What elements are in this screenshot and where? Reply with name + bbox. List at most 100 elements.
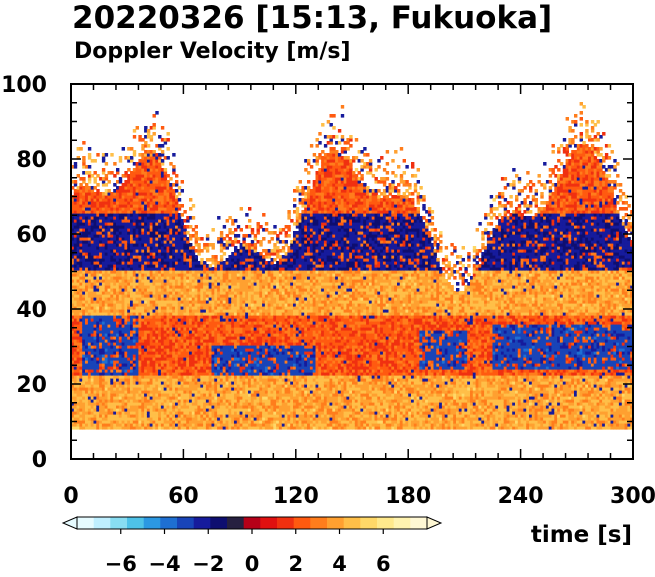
heatmap-cell: [152, 237, 156, 241]
heatmap-cell: [169, 390, 173, 394]
heatmap-cell: [138, 288, 142, 292]
heatmap-cell: [130, 243, 134, 247]
heatmap-cell: [73, 354, 78, 358]
heatmap-cell: [79, 237, 83, 241]
heatmap-cell: [242, 381, 246, 385]
heatmap-cell: [177, 282, 182, 286]
heatmap-cell: [177, 342, 182, 346]
heatmap-cell: [124, 303, 128, 307]
heatmap-cell: [239, 366, 243, 370]
heatmap-cell: [144, 348, 148, 352]
heatmap-cell: [228, 384, 232, 388]
heatmap-cell: [121, 312, 125, 316]
heatmap-cell: [152, 318, 156, 322]
heatmap-cell: [146, 249, 151, 253]
heatmap-cell: [234, 354, 238, 358]
heatmap-cell: [172, 294, 176, 298]
heatmap-cell: [113, 426, 117, 430]
heatmap-cell: [214, 291, 218, 295]
heatmap-cell: [158, 174, 162, 178]
heatmap-cell: [104, 288, 109, 292]
heatmap-cell: [200, 420, 204, 424]
heatmap-cell: [194, 258, 198, 262]
heatmap-cell: [138, 354, 142, 358]
heatmap-cell: [144, 396, 148, 400]
heatmap-cell: [172, 357, 176, 361]
heatmap-cell: [231, 393, 235, 397]
heatmap-cell: [124, 270, 128, 274]
heatmap-cell: [186, 381, 190, 385]
heatmap-cell: [107, 405, 111, 409]
heatmap-cell: [155, 261, 159, 265]
heatmap-cell: [228, 273, 232, 277]
heatmap-cell: [177, 255, 182, 259]
heatmap-cell: [234, 411, 238, 415]
heatmap-cell: [85, 171, 89, 175]
heatmap-cell: [203, 384, 207, 388]
heatmap-cell: [219, 396, 224, 400]
heatmap-cell: [160, 186, 165, 190]
heatmap-cell: [138, 363, 142, 367]
heatmap-cell: [71, 201, 75, 205]
heatmap-cell: [177, 213, 182, 217]
heatmap-cell: [166, 243, 170, 247]
heatmap-cell: [160, 324, 165, 328]
heatmap-cell: [130, 315, 134, 319]
heatmap-cell: [141, 177, 145, 181]
heatmap-cell: [107, 273, 111, 277]
heatmap-cell: [141, 204, 145, 208]
heatmap-cell: [197, 315, 201, 319]
heatmap-cell: [155, 204, 159, 208]
heatmap-cell: [121, 222, 125, 226]
heatmap-cell: [138, 300, 142, 304]
heatmap-cell: [160, 354, 165, 358]
heatmap-cell: [180, 417, 184, 421]
heatmap-cell: [160, 153, 165, 157]
heatmap-cell: [228, 399, 232, 403]
heatmap-cell: [73, 321, 78, 325]
heatmap-cell: [239, 336, 243, 340]
heatmap-cell: [110, 375, 114, 379]
heatmap-cell: [205, 258, 210, 262]
heatmap-cell: [166, 315, 170, 319]
heatmap-cell: [121, 327, 125, 331]
heatmap-cell: [217, 360, 221, 364]
heatmap-cell: [169, 264, 173, 268]
heatmap-cell: [73, 273, 78, 277]
heatmap-cell: [197, 333, 201, 337]
heatmap-cell: [169, 426, 173, 430]
heatmap-cell: [146, 246, 151, 250]
heatmap-cell: [87, 279, 92, 283]
heatmap-cell: [76, 411, 80, 415]
heatmap-cell: [90, 330, 95, 334]
heatmap-cell: [211, 393, 215, 397]
heatmap-cell: [146, 162, 151, 166]
heatmap-cell: [76, 366, 80, 370]
heatmap-cell: [73, 285, 78, 289]
heatmap-cell: [217, 294, 221, 298]
heatmap-cell: [101, 231, 106, 235]
heatmap-cell: [234, 423, 238, 427]
heatmap-cell: [180, 333, 184, 337]
heatmap-cell: [93, 201, 97, 205]
heatmap-cell: [138, 279, 142, 283]
heatmap-cell: [96, 381, 100, 385]
heatmap-cell: [113, 399, 117, 403]
heatmap-cell: [197, 396, 201, 400]
heatmap-cell: [141, 411, 145, 415]
heatmap-cell: [186, 237, 190, 241]
heatmap-cell: [200, 267, 204, 271]
heatmap-cell: [149, 285, 154, 289]
heatmap-cell: [217, 288, 221, 292]
heatmap-cell: [205, 279, 210, 283]
heatmap-cell: [214, 267, 218, 271]
heatmap-cell: [248, 351, 252, 355]
heatmap-cell: [163, 237, 168, 241]
heatmap-cell: [149, 324, 154, 328]
heatmap-cell: [203, 393, 207, 397]
heatmap-cell: [118, 210, 123, 214]
heatmap-cell: [189, 291, 193, 295]
heatmap-cell: [217, 399, 221, 403]
heatmap-cell: [191, 261, 196, 265]
heatmap-cell: [110, 273, 114, 277]
